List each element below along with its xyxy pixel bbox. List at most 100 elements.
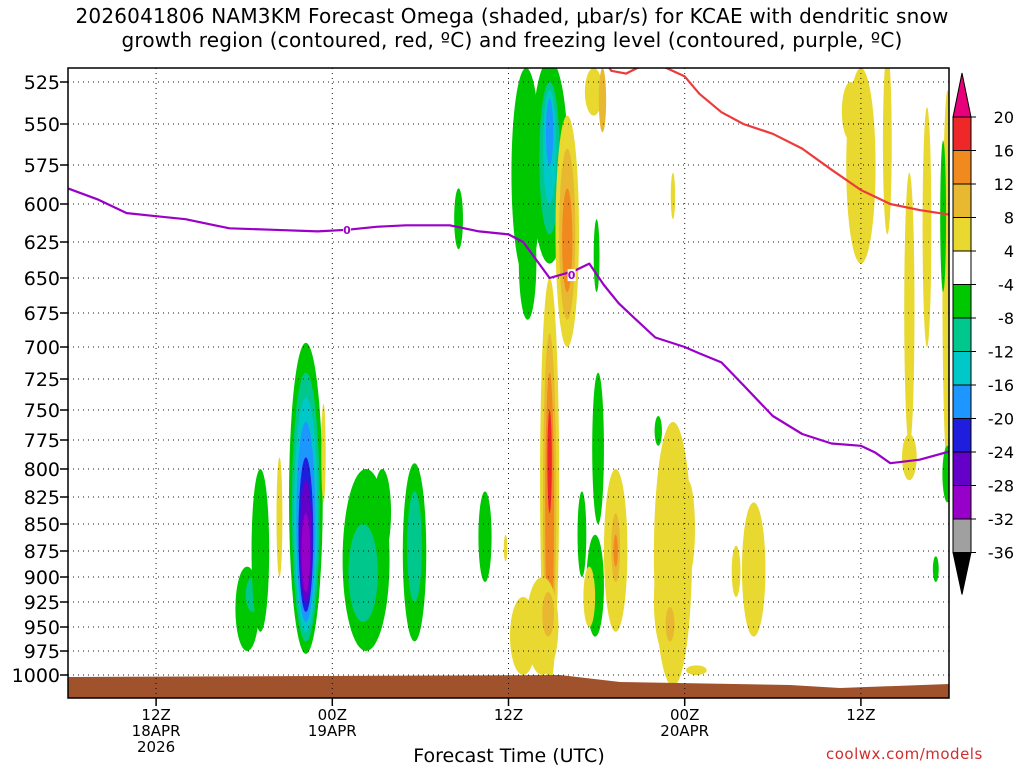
terrain xyxy=(68,675,949,698)
title-line-2: growth region (contoured, red, ºC) and f… xyxy=(121,28,903,52)
omega-field xyxy=(68,68,949,698)
omega-cell xyxy=(741,502,766,637)
colorbar-label: 16 xyxy=(994,142,1014,161)
y-axis: 525 550 575 600 625 650 675 700 725 750 775 800 825 8… xyxy=(12,72,68,687)
y-tick-label: 800 xyxy=(24,459,60,481)
omega-cell xyxy=(654,416,662,446)
y-tick-label: 650 xyxy=(24,268,60,290)
omega-cell xyxy=(583,566,596,627)
omega-cell xyxy=(503,534,508,562)
omega-cell xyxy=(942,445,949,503)
omega-cell xyxy=(301,513,311,592)
grid-lines xyxy=(68,68,949,698)
y-tick-label: 1000 xyxy=(12,665,60,687)
omega-cell xyxy=(251,469,270,632)
y-tick-label: 975 xyxy=(24,641,60,663)
colorbar-label: -4 xyxy=(998,276,1014,295)
colorbar-segment xyxy=(952,250,972,285)
omega-cell xyxy=(592,372,604,524)
colorbar-label: 4 xyxy=(1004,242,1014,261)
dendritic-growth-line xyxy=(608,68,949,216)
omega-cell xyxy=(922,107,932,347)
colorbar-label: 8 xyxy=(1004,209,1014,228)
y-tick-label: 675 xyxy=(24,303,60,325)
title-line-1: 2026041806 NAM3KM Forecast Omega (shaded… xyxy=(75,4,949,28)
colorbar-label: -24 xyxy=(988,443,1014,462)
omega-cell xyxy=(665,607,675,642)
colorbar-segment xyxy=(952,351,972,386)
x-tick-label: 18APR xyxy=(132,722,181,740)
contour-lines: 00 xyxy=(68,68,949,465)
omega-cell xyxy=(542,592,555,637)
x-tick-label: 12Z xyxy=(141,706,170,724)
omega-cell xyxy=(321,403,326,503)
colorbar-label: -36 xyxy=(988,544,1014,563)
omega-cell xyxy=(478,491,492,582)
omega-cell xyxy=(373,468,392,557)
y-tick-label: 900 xyxy=(24,567,60,589)
y-tick-label: 925 xyxy=(24,592,60,614)
omega-cell xyxy=(613,534,618,567)
x-tick-label: 2026 xyxy=(137,738,175,756)
omega-cell xyxy=(407,491,422,602)
colorbar: 20 16 12 8 4 -4 -8 -12 -16 -20 -24 -28 -32 -36 xyxy=(952,72,1014,595)
omega-cell xyxy=(932,556,939,582)
y-tick-label: 700 xyxy=(24,337,60,359)
colorbar-segment xyxy=(952,418,972,453)
colorbar-label: -32 xyxy=(988,510,1014,529)
omega-cell xyxy=(509,597,537,675)
omega-cell xyxy=(902,434,917,481)
omega-cell xyxy=(518,204,537,320)
colorbar-segment xyxy=(952,317,972,352)
x-tick-label: 19APR xyxy=(308,722,357,740)
omega-cell xyxy=(731,545,741,597)
colorbar-label: 20 xyxy=(994,108,1014,127)
colorbar-segment xyxy=(952,183,972,218)
omega-cell xyxy=(348,524,378,622)
omega-cell xyxy=(686,665,707,675)
contour-label-bg xyxy=(342,223,351,236)
colorbar-arrow-bottom xyxy=(952,552,972,595)
colorbar-segment xyxy=(952,116,972,151)
colorbar-segment xyxy=(952,451,972,486)
omega-cell xyxy=(547,410,552,514)
omega-cell xyxy=(454,188,463,250)
omega-cell xyxy=(670,172,676,220)
y-tick-label: 750 xyxy=(24,400,60,422)
y-tick-label: 575 xyxy=(24,155,60,177)
y-tick-label: 525 xyxy=(24,72,60,94)
y-tick-label: 850 xyxy=(24,514,60,536)
chart-title: 2026041806 NAM3KM Forecast Omega (shaded… xyxy=(0,4,1024,52)
omega-cell xyxy=(545,98,554,165)
omega-cell xyxy=(904,172,915,446)
x-tick-label: 20APR xyxy=(660,722,709,740)
colorbar-segment xyxy=(952,150,972,185)
omega-cell xyxy=(882,68,892,235)
omega-cell xyxy=(584,68,603,116)
x-tick-label: 00Z xyxy=(318,706,347,724)
omega-cell xyxy=(276,457,283,577)
omega-cell xyxy=(577,491,587,577)
colorbar-segment xyxy=(952,518,972,553)
colorbar-segment xyxy=(952,217,972,252)
y-tick-label: 825 xyxy=(24,487,60,509)
y-tick-label: 600 xyxy=(24,194,60,216)
y-tick-label: 725 xyxy=(24,369,60,391)
colorbar-label: -20 xyxy=(988,410,1014,429)
omega-cell xyxy=(940,140,947,292)
colorbar-label: -16 xyxy=(988,376,1014,395)
colorbar-segment xyxy=(952,284,972,319)
colorbar-arrow-top xyxy=(952,72,972,118)
y-tick-label: 875 xyxy=(24,541,60,563)
omega-cell xyxy=(562,188,573,292)
x-axis-label: Forecast Time (UTC) xyxy=(413,745,605,767)
colorbar-label: 12 xyxy=(994,175,1014,194)
x-tick-label: 12Z xyxy=(494,706,523,724)
contour-label: 0 xyxy=(568,269,576,282)
contour-label-bg xyxy=(567,269,576,282)
omega-cell xyxy=(593,219,600,292)
y-tick-label: 950 xyxy=(24,617,60,639)
y-tick-label: 625 xyxy=(24,232,60,254)
credit-link[interactable]: coolwx.com/models xyxy=(826,745,983,763)
